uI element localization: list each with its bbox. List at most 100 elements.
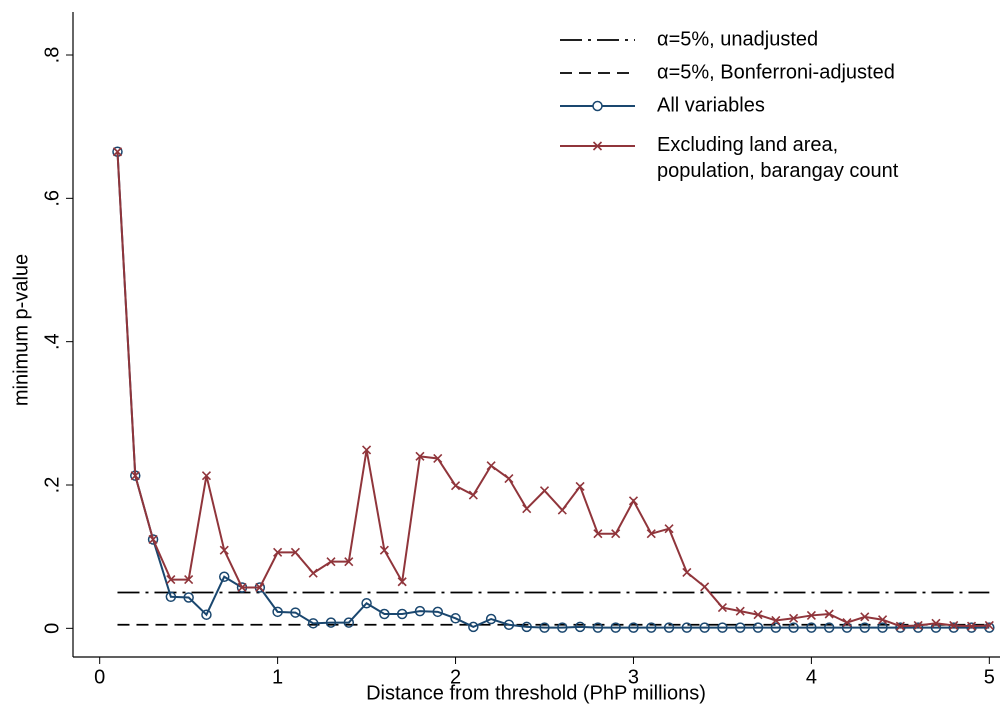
x-tick-label: 0 bbox=[94, 666, 105, 688]
point bbox=[575, 481, 585, 491]
point bbox=[166, 575, 176, 585]
point bbox=[966, 621, 977, 631]
point bbox=[343, 617, 355, 628]
point bbox=[539, 622, 550, 633]
point bbox=[895, 622, 906, 633]
point bbox=[771, 615, 781, 626]
point bbox=[362, 445, 372, 455]
point bbox=[414, 605, 426, 617]
point bbox=[752, 622, 764, 633]
point bbox=[218, 571, 230, 582]
point bbox=[966, 622, 977, 633]
point bbox=[522, 504, 532, 514]
point bbox=[148, 534, 158, 545]
point bbox=[859, 622, 871, 633]
legend-label: All variables bbox=[657, 94, 765, 116]
point bbox=[396, 608, 408, 620]
point bbox=[681, 622, 693, 633]
point bbox=[485, 613, 497, 625]
point bbox=[788, 622, 799, 633]
point bbox=[912, 622, 924, 633]
point bbox=[717, 602, 727, 613]
point bbox=[734, 622, 746, 633]
point bbox=[699, 622, 710, 633]
point bbox=[717, 622, 728, 633]
point bbox=[789, 613, 799, 623]
point bbox=[468, 621, 479, 633]
point bbox=[557, 622, 568, 633]
point bbox=[770, 622, 782, 633]
point bbox=[753, 610, 763, 620]
point bbox=[611, 529, 621, 539]
x-tick-label: 2 bbox=[450, 666, 461, 688]
point bbox=[112, 147, 123, 157]
point bbox=[877, 622, 888, 633]
point bbox=[165, 591, 177, 603]
x-tick-label: 4 bbox=[806, 666, 817, 688]
y-tick-label: .4 bbox=[41, 333, 63, 350]
y-tick-label: 0 bbox=[41, 623, 63, 634]
point bbox=[201, 471, 212, 481]
point bbox=[931, 618, 941, 628]
point bbox=[379, 608, 390, 620]
point bbox=[949, 620, 959, 631]
legend-label: α=5%, Bonferroni-adjusted bbox=[657, 61, 895, 83]
point bbox=[184, 575, 194, 585]
point bbox=[183, 592, 194, 603]
point bbox=[219, 545, 229, 555]
point bbox=[574, 621, 586, 633]
x-tick-label: 1 bbox=[272, 666, 283, 688]
point bbox=[539, 486, 550, 496]
x-axis-label: Distance from threshold (PhP millions) bbox=[366, 682, 706, 704]
legend-label: Excluding land area, population, barangay… bbox=[657, 134, 899, 182]
point bbox=[503, 619, 515, 630]
point bbox=[326, 557, 336, 567]
point bbox=[237, 582, 247, 593]
point bbox=[628, 496, 639, 506]
point bbox=[948, 622, 959, 633]
point bbox=[486, 461, 496, 471]
point bbox=[433, 453, 443, 464]
point bbox=[628, 622, 639, 633]
y-tick-label: .8 bbox=[41, 47, 63, 64]
point bbox=[824, 609, 834, 619]
point bbox=[860, 612, 870, 622]
point bbox=[415, 451, 425, 461]
point bbox=[646, 622, 657, 633]
point bbox=[290, 607, 301, 618]
point bbox=[325, 617, 337, 628]
point bbox=[878, 615, 888, 625]
point bbox=[646, 529, 656, 539]
point bbox=[823, 622, 835, 633]
point bbox=[307, 618, 319, 629]
point bbox=[432, 606, 444, 618]
point bbox=[806, 610, 816, 620]
point bbox=[272, 606, 283, 618]
point bbox=[273, 547, 283, 557]
point bbox=[308, 568, 318, 578]
legend-label: α=5%, unadjusted bbox=[657, 28, 818, 50]
y-axis-label: minimum p-value bbox=[10, 254, 32, 406]
point bbox=[557, 505, 567, 515]
point bbox=[610, 622, 621, 633]
point bbox=[735, 606, 745, 616]
point bbox=[290, 547, 300, 557]
y-tick-label: .2 bbox=[41, 477, 63, 494]
series-line bbox=[116, 151, 990, 628]
point bbox=[504, 473, 514, 484]
y-tick-label: .6 bbox=[41, 190, 63, 207]
point bbox=[984, 620, 994, 631]
point bbox=[984, 622, 995, 633]
point bbox=[255, 582, 265, 593]
point bbox=[450, 613, 461, 624]
point bbox=[201, 609, 212, 620]
point bbox=[344, 557, 354, 567]
point bbox=[663, 622, 675, 633]
x-tick-label: 3 bbox=[628, 666, 639, 688]
point bbox=[147, 534, 159, 545]
point bbox=[521, 621, 532, 633]
x-tick-label: 5 bbox=[984, 666, 995, 688]
point bbox=[895, 621, 905, 631]
